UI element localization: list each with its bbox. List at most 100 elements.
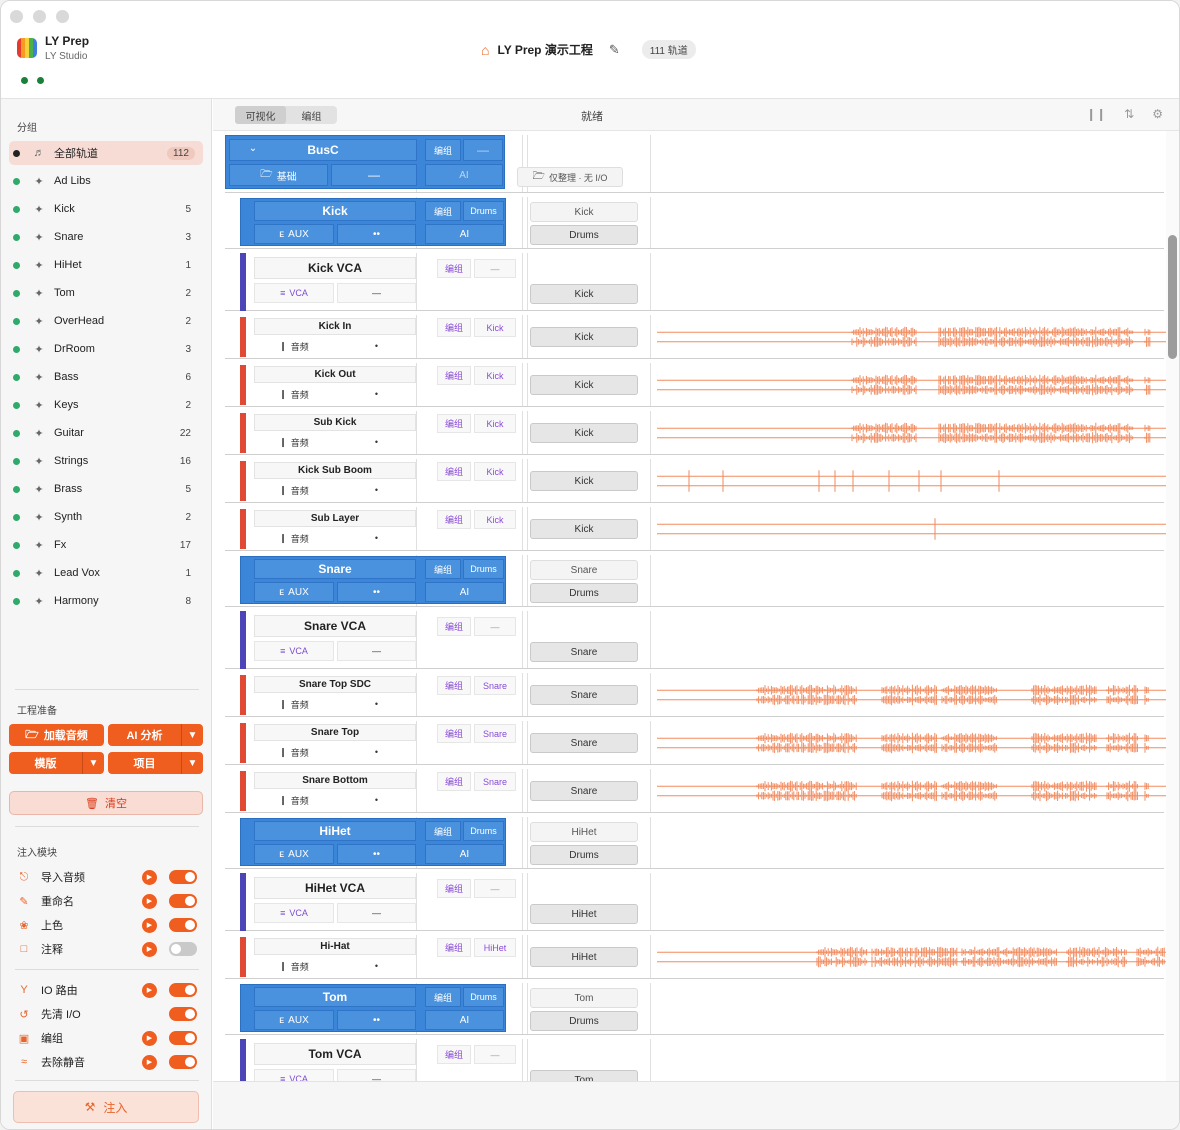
zoom-window-button[interactable] [56, 10, 69, 23]
sidebar-group-item[interactable]: ✦ HiHet 1 [9, 253, 203, 277]
sidebar-group-item[interactable]: ✦ Snare 3 [9, 225, 203, 249]
vca-name[interactable]: Kick VCA [254, 257, 416, 279]
sidebar-group-item[interactable]: ✦ Strings 16 [9, 449, 203, 473]
sidebar-group-item[interactable]: ✦ Keys 2 [9, 393, 203, 417]
ai-analysis-button[interactable]: AI 分析 ▼ [108, 724, 203, 746]
play-icon[interactable]: ▶ [142, 1054, 157, 1070]
project-button[interactable]: 项目 ▼ [108, 752, 203, 774]
sidebar-group-item[interactable]: ✦ Brass 5 [9, 477, 203, 501]
audio-name[interactable]: Sub Kick [254, 414, 416, 431]
sidebar-group-item[interactable]: ✦ Tom 2 [9, 281, 203, 305]
group-tag[interactable]: 编组 [437, 318, 471, 337]
vca-group-button[interactable]: Snare [530, 642, 638, 662]
audio-dot[interactable]: • [374, 485, 379, 495]
audio-type[interactable]: ❙ 音频 [254, 743, 334, 761]
aux-parent-button[interactable]: Drums [530, 1011, 638, 1031]
template-button[interactable]: 模版 ▼ [9, 752, 104, 774]
aux-type[interactable]: ᴇ AUX [254, 844, 334, 864]
group-tag[interactable]: 编组 [437, 366, 471, 385]
parent-tag[interactable]: Kick [474, 318, 516, 337]
aux-route-button[interactable]: HiHet [530, 822, 638, 842]
module-toggle[interactable] [169, 983, 197, 997]
audio-dot[interactable]: • [374, 533, 379, 543]
audio-group-button[interactable]: HiHet [530, 947, 638, 967]
aux-route-button[interactable]: Snare [530, 560, 638, 580]
aux-parent-button[interactable]: Drums [530, 225, 638, 245]
aux-group-tag[interactable]: 编组 [425, 987, 461, 1007]
audio-type[interactable]: ❙ 音频 [254, 433, 334, 451]
sidebar-group-item[interactable]: ♬ 全部轨道 112 [9, 141, 203, 165]
edit-title-icon[interactable]: ✎ [608, 41, 620, 57]
group-tag[interactable]: 编组 [437, 724, 471, 743]
audio-type[interactable]: ❙ 音频 [254, 385, 334, 403]
audio-type[interactable]: ❙ 音频 [254, 695, 334, 713]
sidebar-group-item[interactable]: ✦ OverHead 2 [9, 309, 203, 333]
audio-group-button[interactable]: Kick [530, 375, 638, 395]
bus-name[interactable]: BusC [229, 139, 417, 161]
minimize-window-button[interactable] [33, 10, 46, 23]
vca-group-button[interactable]: Tom [530, 1070, 638, 1081]
parent-tag[interactable]: — [474, 617, 516, 636]
play-icon[interactable]: ▶ [142, 869, 157, 885]
parent-tag[interactable]: Kick [474, 366, 516, 385]
parent-tag[interactable]: Kick [474, 414, 516, 433]
audio-group-button[interactable]: Kick [530, 519, 638, 539]
audio-name[interactable]: Snare Bottom [254, 772, 416, 789]
module-toggle[interactable] [169, 870, 197, 884]
audio-dot[interactable]: • [374, 961, 379, 971]
module-toggle[interactable] [169, 894, 197, 908]
aux-parent[interactable]: Drums [463, 559, 504, 579]
parent-tag[interactable]: HiHet [474, 938, 516, 957]
gear-icon[interactable]: ⚙ [1152, 107, 1163, 121]
audio-dot[interactable]: • [374, 747, 379, 757]
play-icon[interactable]: ▶ [142, 941, 157, 957]
tab-edit[interactable]: 编组 [301, 111, 322, 123]
sidebar-group-item[interactable]: ✦ Guitar 22 [9, 421, 203, 445]
only-organize-button[interactable]: 🗁 仅整理 · 无 I/O [517, 167, 623, 187]
parent-tag[interactable]: — [474, 259, 516, 278]
aux-ai[interactable]: AI [425, 1010, 504, 1030]
audio-dot[interactable]: • [374, 795, 379, 805]
aux-type[interactable]: ᴇ AUX [254, 582, 334, 602]
bus-parent[interactable]: — [463, 139, 503, 161]
chevron-down-icon[interactable]: ▼ [181, 752, 203, 774]
aux-parent[interactable]: Drums [463, 821, 504, 841]
sidebar-group-item[interactable]: ✦ Lead Vox 1 [9, 561, 203, 585]
bus-ai[interactable]: AI [425, 164, 503, 186]
aux-type[interactable]: ᴇ AUX [254, 1010, 334, 1030]
vca-option[interactable]: — [337, 1069, 416, 1081]
group-tag[interactable]: 编组 [437, 772, 471, 791]
sidebar-group-item[interactable]: ✦ Synth 2 [9, 505, 203, 529]
audio-group-button[interactable]: Snare [530, 685, 638, 705]
vca-type[interactable]: ≡ VCA [254, 903, 334, 923]
vca-option[interactable]: — [337, 903, 416, 923]
audio-name[interactable]: Snare Top [254, 724, 416, 741]
sort-icon[interactable]: ⇅ [1124, 107, 1135, 121]
aux-ai[interactable]: AI [425, 582, 504, 602]
sidebar-group-item[interactable]: ✦ DrRoom 3 [9, 337, 203, 361]
chevron-down-icon[interactable]: ▼ [181, 724, 203, 746]
audio-name[interactable]: Sub Layer [254, 510, 416, 527]
audio-dot[interactable]: • [374, 437, 379, 447]
chevron-down-icon[interactable]: ⌄ [248, 142, 258, 154]
audio-name[interactable]: Kick Sub Boom [254, 462, 416, 479]
group-tag[interactable]: 编组 [437, 1045, 471, 1064]
close-window-button[interactable] [10, 10, 23, 23]
audio-dot[interactable]: • [374, 389, 379, 399]
audio-group-button[interactable]: Snare [530, 781, 638, 801]
waveform-icon[interactable]: ❙❙ [1086, 107, 1107, 121]
sidebar-group-item[interactable]: ✦ Fx 17 [9, 533, 203, 557]
aux-ai[interactable]: AI [425, 224, 504, 244]
parent-tag[interactable]: — [474, 1045, 516, 1064]
module-toggle[interactable] [169, 1007, 197, 1021]
audio-type[interactable]: ❙ 音频 [254, 337, 334, 355]
group-tag[interactable]: 编组 [437, 676, 471, 695]
module-toggle[interactable] [169, 1055, 197, 1069]
scrollbar-thumb[interactable] [1168, 235, 1177, 359]
group-tag[interactable]: 编组 [437, 879, 471, 898]
aux-dots[interactable]: •• [337, 1010, 416, 1030]
vca-name[interactable]: Snare VCA [254, 615, 416, 637]
bus-option[interactable]: — [331, 164, 417, 186]
vca-type[interactable]: ≡ VCA [254, 641, 334, 661]
chevron-down-icon[interactable]: ▼ [82, 752, 104, 774]
